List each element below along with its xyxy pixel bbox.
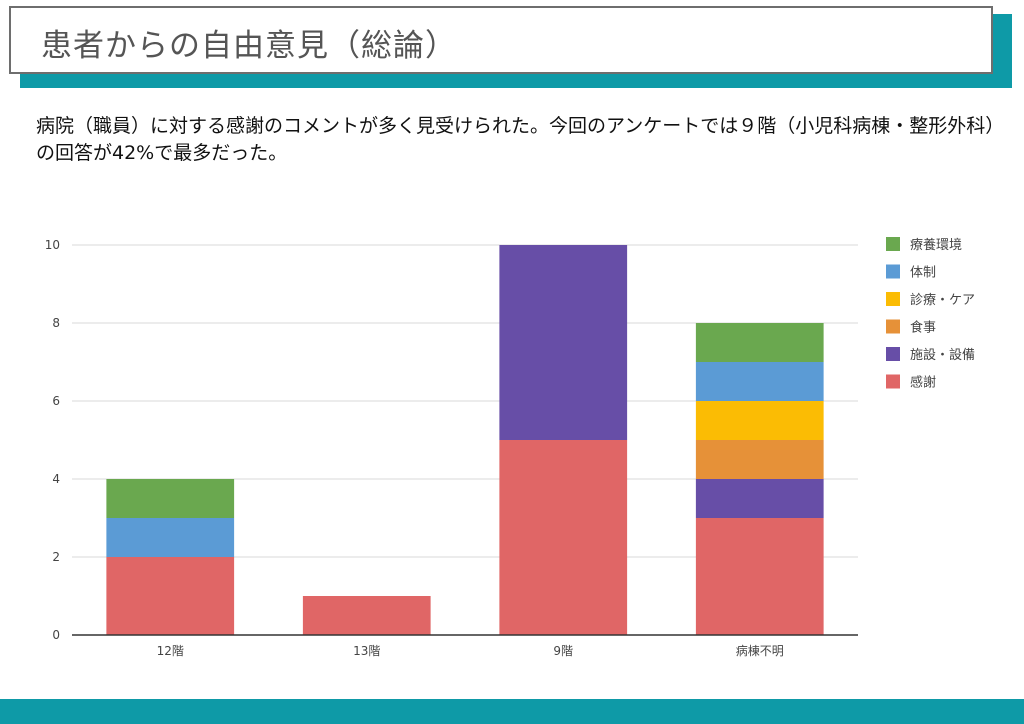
legend-label: 体制 <box>910 266 936 281</box>
y-tick-label: 6 <box>52 394 60 408</box>
bar-segment <box>695 440 824 479</box>
bar-segment <box>106 557 235 635</box>
bar-segment <box>302 596 431 635</box>
legend-label: 診療・ケア <box>910 292 975 308</box>
bar-segment <box>695 479 824 518</box>
bar-segment <box>695 323 824 362</box>
legend-swatch <box>886 237 900 251</box>
y-tick-label: 2 <box>52 550 60 564</box>
y-tick-label: 0 <box>52 628 60 642</box>
legend-swatch <box>886 347 900 361</box>
bar-segment <box>695 518 824 635</box>
title-box: 患者からの自由意見（総論） <box>9 6 993 74</box>
bar-segment <box>106 479 235 518</box>
bar-segment <box>695 401 824 440</box>
legend-label: 療養環境 <box>910 237 962 253</box>
page-title: 患者からの自由意見（総論） <box>41 28 457 64</box>
legend-swatch <box>886 374 900 389</box>
summary-text: 病院（職員）に対する感謝のコメントが多く見受けられた。今回のアンケートでは９階（… <box>36 115 995 164</box>
x-tick-label: 病棟不明 <box>736 643 784 658</box>
y-axis-ticks: 0 2 4 6 8 10 <box>45 238 60 642</box>
bars <box>106 245 824 635</box>
legend-label: 感謝 <box>910 375 936 391</box>
x-tick-label: 12階 <box>157 643 184 658</box>
y-tick-label: 4 <box>52 472 60 486</box>
legend-label: 施設・設備 <box>910 347 975 363</box>
bar-segment <box>499 245 628 440</box>
legend-swatch <box>886 292 900 306</box>
y-tick-label: 8 <box>52 316 60 330</box>
y-tick-label: 10 <box>45 238 60 252</box>
x-tick-label: 13階 <box>353 643 380 658</box>
x-axis-ticks: 12階 13階 9階 病棟不明 <box>157 643 784 658</box>
legend-label: 食事 <box>910 320 936 336</box>
bar-segment <box>499 440 628 635</box>
x-tick-label: 9階 <box>553 643 573 658</box>
legend-swatch <box>886 264 900 279</box>
legend-swatch <box>886 319 900 334</box>
bar-segment <box>695 362 824 401</box>
bottom-accent-bar <box>0 699 1024 724</box>
bar-segment <box>106 518 235 557</box>
